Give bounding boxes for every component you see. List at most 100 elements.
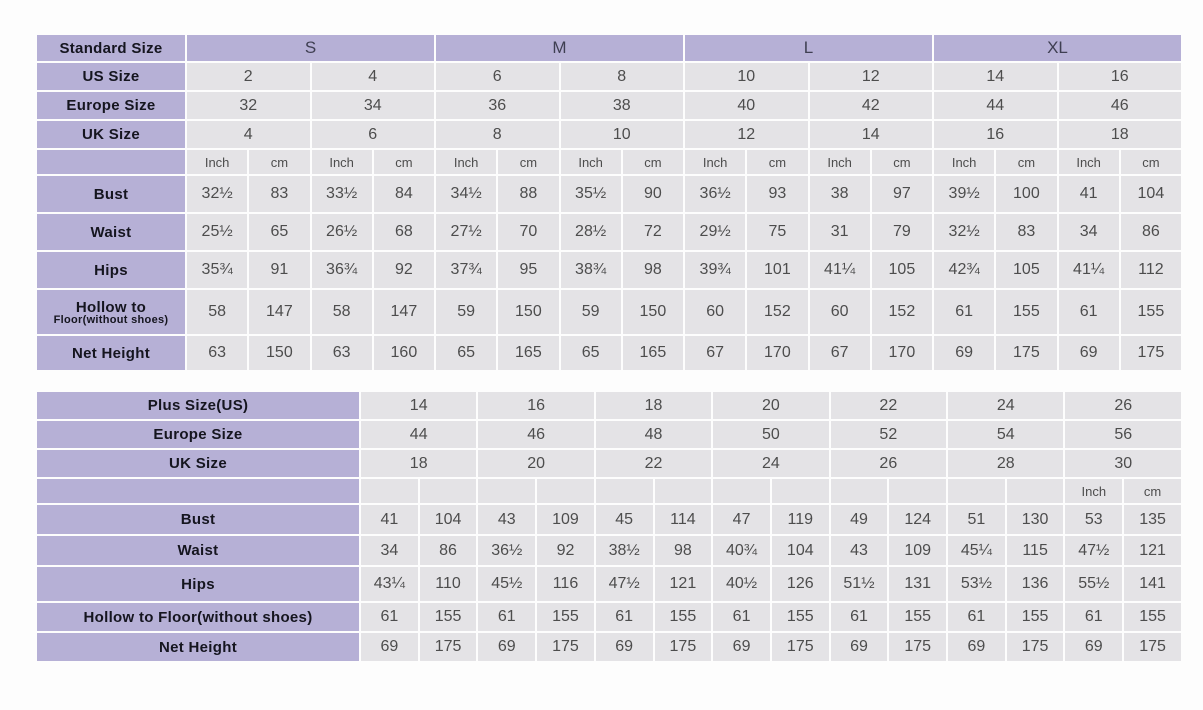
value-cell: 43 [478, 505, 536, 534]
size-group-cell: M [436, 35, 683, 61]
value-cell: 41 [361, 505, 418, 534]
value-cell: 16 [1058, 63, 1181, 90]
value-cell: 75 [747, 214, 808, 250]
value-cell: 105 [996, 252, 1057, 288]
value-cell: 104 [1120, 176, 1181, 212]
row-label: Waist [37, 214, 185, 250]
value-cell: 119 [771, 505, 829, 534]
value-cell: 155 [1120, 290, 1181, 334]
value-cell: 79 [871, 214, 932, 250]
value-cell: 34½ [436, 176, 497, 212]
value-cell: 92 [537, 536, 594, 565]
value-cell: 69 [361, 633, 418, 661]
value-cell: 6 [311, 121, 434, 148]
value-cell: 25½ [187, 214, 248, 250]
value-cell: 175 [1120, 336, 1181, 370]
value-cell: 32½ [934, 214, 995, 250]
value-cell: 175 [654, 633, 712, 661]
value-cell: cm [1120, 150, 1181, 174]
value-cell: 141 [1124, 567, 1181, 601]
value-cell: 109 [889, 536, 947, 565]
value-cell: 69 [1058, 336, 1119, 370]
value-cell: 124 [889, 505, 947, 534]
value-cell [361, 479, 418, 503]
value-cell: 29½ [685, 214, 746, 250]
value-cell: 14 [361, 392, 477, 419]
value-cell: 121 [1124, 536, 1181, 565]
value-cell: 36½ [685, 176, 746, 212]
value-cell: 136 [1006, 567, 1064, 601]
value-cell: Inch [809, 150, 870, 174]
value-cell: 150 [249, 336, 310, 370]
size-group-cell: L [685, 35, 932, 61]
value-cell: Inch [1065, 479, 1123, 503]
value-cell: 67 [685, 336, 746, 370]
value-cell: 155 [1006, 603, 1064, 631]
value-cell: 126 [771, 567, 829, 601]
value-cell: 155 [996, 290, 1057, 334]
value-cell: 69 [830, 633, 888, 661]
value-cell: 51½ [830, 567, 888, 601]
value-cell: 61 [1058, 290, 1119, 334]
value-cell: 104 [771, 536, 829, 565]
value-cell [713, 479, 770, 503]
value-cell [889, 479, 947, 503]
value-cell: 41¼ [1058, 252, 1119, 288]
value-cell: 20 [713, 392, 829, 419]
row-label: UK Size [37, 450, 359, 477]
row-label: Net Height [37, 633, 359, 661]
value-cell: 38½ [595, 536, 653, 565]
row-label [37, 150, 185, 174]
value-cell: 55½ [1065, 567, 1123, 601]
value-cell: 40 [685, 92, 808, 119]
value-cell: cm [498, 150, 559, 174]
value-cell: 59 [436, 290, 497, 334]
value-cell: 155 [537, 603, 594, 631]
row-label: Bust [37, 505, 359, 534]
value-cell: 105 [871, 252, 932, 288]
value-cell: 101 [747, 252, 808, 288]
value-cell: 34 [311, 92, 434, 119]
value-cell: Inch [311, 150, 372, 174]
standard-size-table: Standard Size S M L XL US Size 2 4 6 8 10 12 14 16 Eur… [35, 33, 1183, 372]
value-cell [771, 479, 829, 503]
value-cell: 12 [809, 63, 932, 90]
value-cell: 58 [187, 290, 248, 334]
value-cell: 130 [1006, 505, 1064, 534]
value-cell: 48 [595, 421, 712, 448]
value-cell: 28½ [560, 214, 621, 250]
value-cell: 61 [713, 603, 770, 631]
value-cell: 18 [595, 392, 712, 419]
value-cell: Inch [934, 150, 995, 174]
value-cell: 175 [771, 633, 829, 661]
value-cell: 61 [1065, 603, 1123, 631]
value-cell: 10 [560, 121, 683, 148]
value-cell: 93 [747, 176, 808, 212]
value-cell: 61 [361, 603, 418, 631]
row-label: US Size [37, 63, 185, 90]
value-cell: 39¾ [685, 252, 746, 288]
row-label: Waist [37, 536, 359, 565]
value-cell: 69 [1065, 633, 1123, 661]
value-cell: 16 [934, 121, 1057, 148]
value-cell: 69 [934, 336, 995, 370]
value-cell [419, 479, 477, 503]
value-cell: cm [747, 150, 808, 174]
value-cell: 34 [361, 536, 418, 565]
value-cell: 18 [361, 450, 477, 477]
value-cell: 100 [996, 176, 1057, 212]
value-cell: 38 [560, 92, 683, 119]
value-cell: 56 [1065, 421, 1181, 448]
value-cell: 116 [537, 567, 594, 601]
value-cell: 10 [685, 63, 808, 90]
value-cell: 70 [498, 214, 559, 250]
value-cell: 39½ [934, 176, 995, 212]
value-cell: 155 [771, 603, 829, 631]
row-label: Europe Size [37, 92, 185, 119]
value-cell: 53½ [948, 567, 1005, 601]
value-cell: cm [871, 150, 932, 174]
value-cell: 4 [311, 63, 434, 90]
value-cell: cm [373, 150, 434, 174]
value-cell: 83 [249, 176, 310, 212]
value-cell: 37¾ [436, 252, 497, 288]
